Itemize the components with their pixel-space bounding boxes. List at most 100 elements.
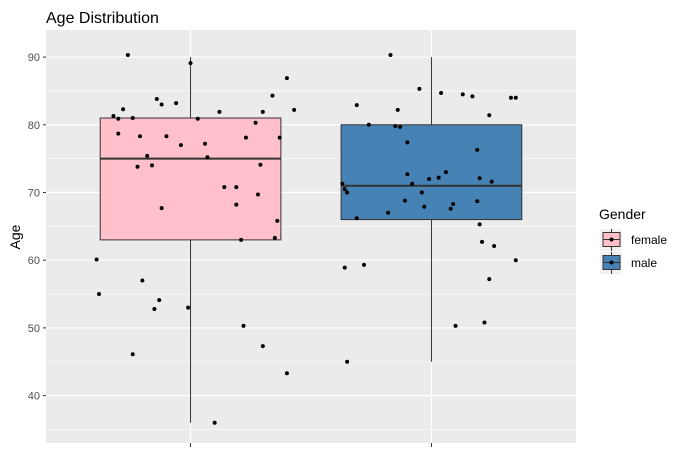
data-point <box>470 94 475 99</box>
data-point <box>345 190 350 195</box>
data-point <box>439 90 444 95</box>
data-point <box>492 243 497 248</box>
data-point <box>340 181 345 186</box>
data-point <box>116 116 121 121</box>
data-point <box>284 371 289 376</box>
data-point <box>145 153 150 158</box>
data-point <box>157 298 162 303</box>
data-point <box>508 95 513 100</box>
data-point <box>398 124 403 129</box>
data-point <box>125 53 130 58</box>
data-point <box>284 76 289 81</box>
data-point <box>135 164 140 169</box>
data-point <box>419 190 424 195</box>
data-point <box>480 239 485 244</box>
data-point <box>292 107 297 112</box>
data-point <box>354 103 359 108</box>
data-point <box>150 163 154 168</box>
data-point <box>140 278 145 283</box>
data-point <box>258 162 263 167</box>
data-point <box>97 292 101 297</box>
data-point <box>152 306 157 311</box>
legend-label: female <box>631 233 667 247</box>
data-point <box>111 113 116 118</box>
data-point <box>427 176 432 181</box>
data-point <box>116 131 121 136</box>
data-point <box>475 147 480 152</box>
data-point <box>205 155 210 160</box>
data-point <box>393 124 398 129</box>
data-point <box>270 93 275 98</box>
data-point <box>342 187 347 192</box>
data-point <box>451 202 456 207</box>
data-point <box>489 179 494 184</box>
box-male <box>340 124 523 221</box>
data-point <box>477 222 482 227</box>
data-point <box>159 102 164 107</box>
data-point <box>354 216 359 221</box>
data-point <box>366 122 371 127</box>
data-point <box>448 206 453 211</box>
data-point <box>275 218 280 223</box>
data-point <box>260 109 265 114</box>
data-point <box>217 109 222 114</box>
data-point <box>195 116 200 121</box>
data-point <box>186 305 191 310</box>
data-point <box>395 107 400 112</box>
legend-title: Gender <box>599 206 646 222</box>
data-point <box>410 181 415 186</box>
data-point <box>164 134 169 139</box>
data-point <box>475 199 480 204</box>
y-axis: 40 50 60 70 80 90 <box>28 52 46 403</box>
legend: Gender female male <box>599 206 667 274</box>
data-point <box>256 192 260 197</box>
legend-point <box>609 260 614 265</box>
data-point <box>260 344 265 349</box>
data-point <box>154 97 159 102</box>
data-point <box>137 134 142 139</box>
data-point <box>272 235 277 240</box>
data-point <box>342 265 347 270</box>
y-tick-label: 40 <box>28 391 40 403</box>
data-point <box>130 352 135 357</box>
data-point <box>422 204 427 209</box>
data-point <box>482 320 487 325</box>
data-point <box>234 185 239 190</box>
data-point <box>362 262 366 267</box>
y-tick-label: 80 <box>28 120 40 132</box>
data-point <box>212 420 217 425</box>
data-point <box>405 140 410 145</box>
data-point <box>130 116 135 121</box>
data-point <box>239 237 244 242</box>
boxplots <box>99 57 523 423</box>
data-point <box>94 257 99 262</box>
data-point <box>121 107 126 112</box>
x-axis <box>190 443 432 447</box>
data-point <box>241 323 246 328</box>
data-point <box>159 206 164 211</box>
data-point <box>417 86 422 91</box>
box-female <box>99 117 282 241</box>
legend-point <box>609 237 614 242</box>
data-point <box>277 135 282 140</box>
data-point <box>443 170 448 175</box>
data-point <box>487 113 492 118</box>
data-point <box>188 61 193 66</box>
data-point <box>174 101 179 106</box>
data-point <box>513 95 518 100</box>
data-point <box>402 198 407 203</box>
data-point <box>453 323 458 328</box>
data-point <box>253 120 258 125</box>
data-point <box>386 210 391 215</box>
data-point <box>487 277 492 282</box>
data-point <box>436 175 441 180</box>
legend-label: male <box>631 256 657 270</box>
y-tick-label: 60 <box>28 255 40 267</box>
jitter-points <box>94 53 518 425</box>
data-point <box>178 143 183 148</box>
y-tick-label: 90 <box>28 52 40 64</box>
data-point <box>234 202 239 207</box>
y-axis-title: Age <box>7 224 23 249</box>
data-point <box>477 176 482 181</box>
